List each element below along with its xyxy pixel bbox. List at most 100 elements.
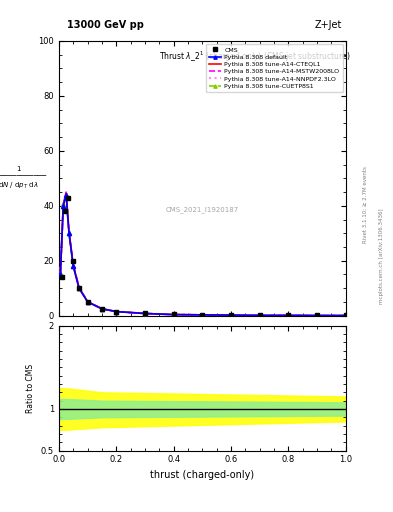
- Pythia 8.308 default: [58, 271, 63, 278]
- Pythia 8.308 tune-A14-MSTW2008LO: [143, 310, 147, 316]
- Pythia 8.308 tune-A14-NNPDF2.3LO: [229, 312, 233, 318]
- Pythia 8.308 default: [229, 312, 233, 318]
- Pythia 8.308 tune-A14-CTEQL1: [114, 309, 119, 315]
- Pythia 8.308 tune-A14-MSTW2008LO: [61, 201, 66, 207]
- Text: Z+Jet: Z+Jet: [314, 20, 342, 30]
- Pythia 8.308 tune-A14-NNPDF2.3LO: [257, 312, 262, 318]
- Pythia 8.308 default: [286, 312, 291, 318]
- Pythia 8.308 tune-A14-NNPDF2.3LO: [171, 311, 176, 317]
- CMS: [100, 306, 105, 312]
- CMS: [62, 208, 67, 215]
- Pythia 8.308 tune-A14-NNPDF2.3LO: [64, 189, 68, 196]
- Text: mcplots.cern.ch [arXiv:1306.3436]: mcplots.cern.ch [arXiv:1306.3436]: [379, 208, 384, 304]
- Pythia 8.308 default: [67, 230, 72, 237]
- Pythia 8.308 tune-A14-NNPDF2.3LO: [58, 271, 63, 278]
- Pythia 8.308 tune-CUETP8S1: [67, 230, 72, 237]
- CMS: [343, 312, 348, 318]
- Pythia 8.308 tune-A14-MSTW2008LO: [58, 271, 63, 278]
- Pythia 8.308 tune-CUETP8S1: [315, 312, 320, 318]
- Pythia 8.308 tune-CUETP8S1: [85, 299, 90, 305]
- Pythia 8.308 default: [100, 306, 105, 312]
- Text: Rivet 3.1.10; ≥ 2.7M events: Rivet 3.1.10; ≥ 2.7M events: [363, 166, 368, 243]
- Pythia 8.308 tune-CUETP8S1: [71, 263, 75, 269]
- Pythia 8.308 tune-A14-CTEQL1: [61, 203, 66, 209]
- Pythia 8.308 tune-A14-CTEQL1: [67, 229, 72, 235]
- Pythia 8.308 tune-A14-MSTW2008LO: [85, 298, 90, 305]
- Pythia 8.308 tune-CUETP8S1: [286, 312, 291, 318]
- CMS: [315, 312, 320, 318]
- CMS: [59, 274, 64, 280]
- Pythia 8.308 tune-CUETP8S1: [114, 309, 119, 315]
- Pythia 8.308 tune-A14-CTEQL1: [58, 271, 63, 278]
- CMS: [85, 299, 90, 305]
- CMS: [71, 258, 75, 264]
- Pythia 8.308 tune-A14-NNPDF2.3LO: [77, 285, 81, 291]
- Pythia 8.308 tune-CUETP8S1: [229, 312, 233, 318]
- Pythia 8.308 tune-A14-MSTW2008LO: [343, 312, 348, 318]
- Pythia 8.308 tune-CUETP8S1: [343, 312, 348, 318]
- Pythia 8.308 tune-A14-CTEQL1: [286, 312, 291, 318]
- Pythia 8.308 default: [85, 299, 90, 305]
- Pythia 8.308 tune-A14-CTEQL1: [100, 306, 105, 312]
- CMS: [77, 285, 81, 291]
- Pythia 8.308 tune-A14-CTEQL1: [171, 311, 176, 317]
- Pythia 8.308 tune-A14-MSTW2008LO: [71, 262, 75, 268]
- Line: Pythia 8.308 tune-A14-MSTW2008LO: Pythia 8.308 tune-A14-MSTW2008LO: [61, 192, 346, 315]
- Pythia 8.308 tune-A14-MSTW2008LO: [67, 228, 72, 234]
- Pythia 8.308 default: [77, 285, 81, 291]
- Pythia 8.308 default: [61, 203, 66, 209]
- Pythia 8.308 tune-A14-NNPDF2.3LO: [71, 262, 75, 268]
- Pythia 8.308 tune-A14-NNPDF2.3LO: [315, 312, 320, 318]
- Pythia 8.308 tune-A14-NNPDF2.3LO: [85, 298, 90, 305]
- Pythia 8.308 tune-A14-CTEQL1: [71, 263, 75, 269]
- X-axis label: thrust (charged-only): thrust (charged-only): [151, 470, 254, 480]
- Pythia 8.308 tune-A14-MSTW2008LO: [257, 312, 262, 318]
- Pythia 8.308 tune-A14-NNPDF2.3LO: [61, 202, 66, 208]
- Pythia 8.308 tune-A14-CTEQL1: [257, 312, 262, 318]
- Text: Thrust $\lambda\_2^1$ (charged only) (CMS jet substructure): Thrust $\lambda\_2^1$ (charged only) (CM…: [160, 49, 351, 63]
- Pythia 8.308 tune-A14-MSTW2008LO: [286, 312, 291, 318]
- Pythia 8.308 tune-A14-NNPDF2.3LO: [286, 312, 291, 318]
- Pythia 8.308 tune-A14-CTEQL1: [85, 298, 90, 305]
- Pythia 8.308 tune-CUETP8S1: [77, 285, 81, 291]
- CMS: [200, 312, 205, 318]
- Text: CMS_2021_I1920187: CMS_2021_I1920187: [166, 206, 239, 213]
- Pythia 8.308 default: [114, 309, 119, 315]
- Line: Pythia 8.308 tune-A14-CTEQL1: Pythia 8.308 tune-A14-CTEQL1: [61, 194, 346, 315]
- CMS: [114, 309, 119, 315]
- CMS: [143, 310, 147, 316]
- Pythia 8.308 tune-A14-MSTW2008LO: [171, 311, 176, 317]
- Pythia 8.308 tune-A14-CTEQL1: [77, 285, 81, 291]
- Pythia 8.308 tune-A14-NNPDF2.3LO: [100, 306, 105, 312]
- Line: CMS: CMS: [60, 196, 348, 317]
- Pythia 8.308 tune-A14-MSTW2008LO: [77, 284, 81, 290]
- Pythia 8.308 tune-A14-NNPDF2.3LO: [200, 312, 205, 318]
- Line: Pythia 8.308 tune-CUETP8S1: Pythia 8.308 tune-CUETP8S1: [58, 193, 348, 317]
- Pythia 8.308 default: [315, 312, 320, 318]
- Pythia 8.308 tune-CUETP8S1: [64, 191, 68, 198]
- Pythia 8.308 tune-A14-MSTW2008LO: [64, 189, 68, 195]
- Text: 13000 GeV pp: 13000 GeV pp: [67, 20, 144, 30]
- Legend: CMS, Pythia 8.308 default, Pythia 8.308 tune-A14-CTEQL1, Pythia 8.308 tune-A14-M: CMS, Pythia 8.308 default, Pythia 8.308 …: [206, 44, 343, 92]
- Pythia 8.308 tune-CUETP8S1: [61, 201, 66, 207]
- Pythia 8.308 tune-CUETP8S1: [143, 310, 147, 316]
- Text: 1
─────────────
$\mathrm{d}N$ / $\mathrm{d}p_T$ $\mathrm{d}\lambda$: 1 ───────────── $\mathrm{d}N$ / $\mathrm…: [0, 166, 46, 190]
- Pythia 8.308 default: [71, 263, 75, 269]
- Pythia 8.308 default: [257, 312, 262, 318]
- Pythia 8.308 tune-CUETP8S1: [200, 312, 205, 318]
- Pythia 8.308 tune-A14-NNPDF2.3LO: [67, 229, 72, 235]
- Pythia 8.308 tune-CUETP8S1: [257, 312, 262, 318]
- Pythia 8.308 tune-CUETP8S1: [58, 270, 63, 276]
- Pythia 8.308 tune-A14-MSTW2008LO: [200, 312, 205, 318]
- Line: Pythia 8.308 default: Pythia 8.308 default: [58, 193, 348, 317]
- Line: Pythia 8.308 tune-A14-NNPDF2.3LO: Pythia 8.308 tune-A14-NNPDF2.3LO: [61, 193, 346, 315]
- Pythia 8.308 tune-A14-CTEQL1: [200, 312, 205, 318]
- CMS: [286, 312, 291, 318]
- Pythia 8.308 tune-CUETP8S1: [100, 306, 105, 312]
- CMS: [229, 312, 233, 318]
- Pythia 8.308 tune-A14-NNPDF2.3LO: [114, 309, 119, 315]
- Pythia 8.308 default: [64, 191, 68, 198]
- Pythia 8.308 tune-CUETP8S1: [171, 311, 176, 317]
- Pythia 8.308 tune-A14-CTEQL1: [315, 312, 320, 318]
- CMS: [257, 312, 262, 318]
